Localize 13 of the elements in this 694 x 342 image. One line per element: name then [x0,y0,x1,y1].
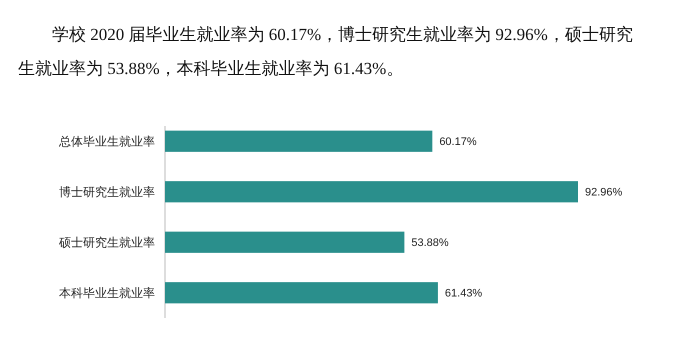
y-tick-label: 本科毕业生就业率 [59,286,155,300]
chart-title: 学校 2020 届毕业生就业率为 60.17%，博士研究生就业率为 92.96%，硕士研究生就业率为 53.88%，本科毕业生就业率为 61.43%。 [18,25,633,78]
data-label: 92.96% [585,186,623,199]
bar [165,282,438,304]
y-tick-label: 博士研究生就业率 [59,184,155,199]
data-label: 60.17% [439,136,477,148]
data-label: 53.88% [411,237,449,250]
y-tick-label: 硕士研究生就业率 [58,235,155,250]
data-label: 61.43% [444,288,482,300]
bar [165,130,432,152]
bar [165,232,404,253]
y-tick-label: 总体毕业生就业率 [58,134,155,148]
bar [165,181,578,202]
